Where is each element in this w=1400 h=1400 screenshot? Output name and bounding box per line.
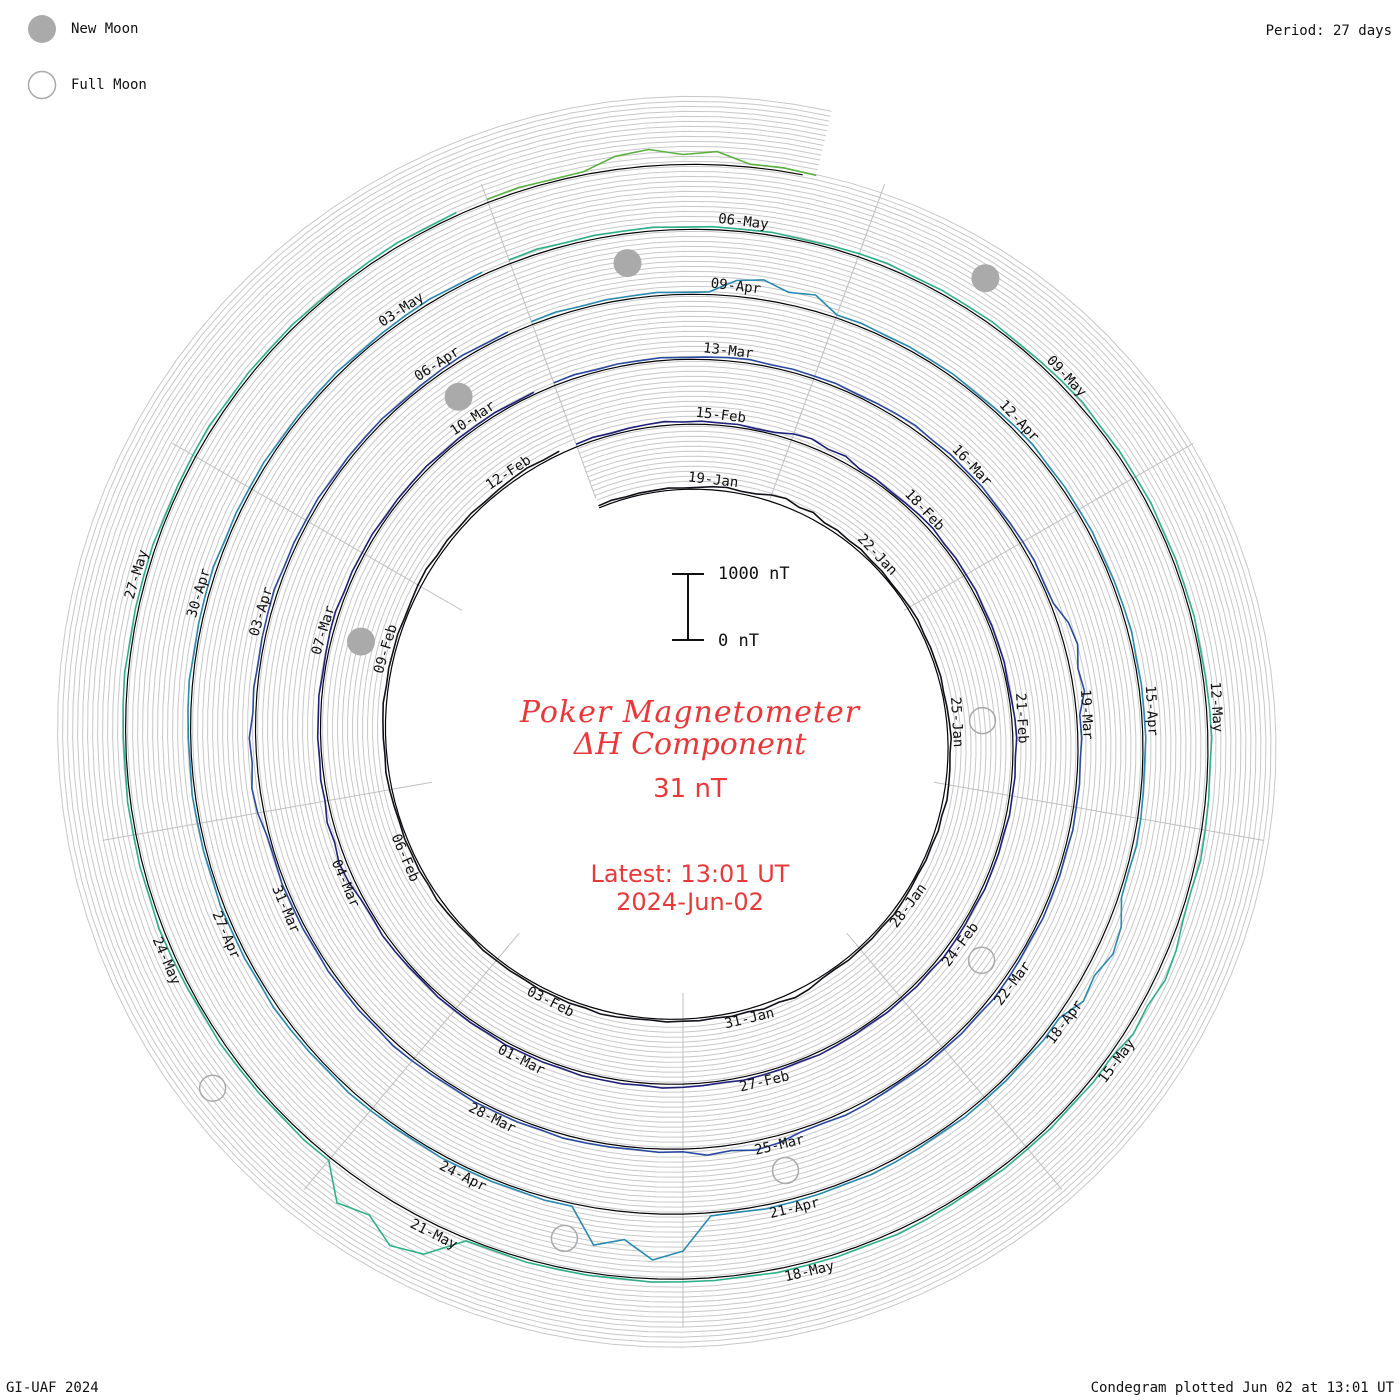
date-label: 09-Apr: [710, 276, 762, 298]
date-label: 21-Feb: [1012, 693, 1031, 744]
footer-plot-time: Condegram plotted Jun 02 at 13:01 UT: [1090, 1380, 1394, 1396]
grid-spiral: [102, 140, 1232, 1303]
data-series: [122, 148, 1213, 1283]
new-moon-marker: [971, 264, 1000, 293]
series-line: [486, 148, 817, 201]
moon-markers: [198, 249, 1000, 1253]
new-moon-marker: [347, 627, 375, 656]
radial-line: [480, 183, 597, 499]
baseline-spiral: [124, 163, 1209, 1280]
full-moon-marker: [967, 946, 996, 975]
full-moon-marker: [968, 706, 997, 735]
date-label: 15-Apr: [1142, 685, 1161, 736]
series-line: [316, 391, 1018, 1089]
current-value: 31 nT: [653, 774, 727, 804]
series-line: [382, 450, 953, 1023]
date-label: 04-Mar: [328, 857, 363, 910]
period-label: Period: 27 days: [1265, 23, 1392, 39]
date-label: 13-Mar: [702, 340, 754, 362]
scale-bar-top-label: 1000 nT: [718, 564, 790, 584]
new-moon-marker: [613, 249, 642, 278]
radial-line: [934, 781, 1264, 841]
date-label: 19-Mar: [1077, 689, 1096, 740]
full-moon-marker: [550, 1224, 579, 1253]
full-moon-marker: [198, 1074, 227, 1102]
legend-full-moon: Full Moon: [27, 70, 147, 100]
date-label: 19-Jan: [687, 469, 739, 491]
chart-title: Poker Magnetometer: [519, 695, 861, 730]
date-label: 21-Apr: [768, 1195, 821, 1222]
legend-new-moon-label: New Moon: [71, 21, 139, 37]
series-line: [122, 211, 1213, 1283]
date-label: 12-May: [1207, 681, 1226, 732]
footer-credit: GI-UAF 2024: [6, 1380, 99, 1396]
scale-bar-bottom-label: 0 nT: [718, 631, 759, 651]
scale-bar: 1000 nT 0 nT: [672, 564, 790, 651]
reference-baselines: [124, 163, 1209, 1280]
radial-line: [903, 442, 1194, 611]
latest-time: Latest: 13:01 UT: [590, 860, 790, 888]
new-moon-marker: [444, 382, 473, 411]
date-label: 06-May: [717, 211, 769, 233]
grid-spiral: [107, 145, 1227, 1298]
date-label: 31-Jan: [723, 1005, 776, 1032]
radial-line: [102, 781, 432, 841]
radial-line: [769, 183, 886, 499]
date-label: 15-Feb: [695, 405, 747, 427]
legend-new-moon: New Moon: [27, 14, 138, 44]
grid-spiral: [62, 100, 1272, 1343]
radial-line: [172, 442, 463, 611]
series-line: [248, 331, 1086, 1157]
grid-spiral: [112, 150, 1222, 1293]
date-label: 31-Mar: [268, 883, 303, 936]
title-block: Poker Magnetometer ΔH Component 31 nT: [450, 695, 930, 805]
date-label: 18-May: [783, 1258, 836, 1285]
new-moon-icon: [28, 15, 56, 43]
latest-date: 2024-Jun-02: [616, 888, 764, 916]
date-label: 06-Feb: [388, 832, 423, 885]
grid-spiral: [67, 105, 1267, 1338]
date-label: 27-Apr: [208, 909, 243, 962]
date-label: 25-Jan: [947, 696, 966, 747]
series-line: [187, 271, 1147, 1261]
grid-spiral: [72, 110, 1262, 1333]
chart-subtitle: ΔH Component: [573, 727, 807, 762]
full-moon-marker: [771, 1156, 800, 1185]
latest-block: Latest: 13:01 UT 2024-Jun-02: [480, 860, 900, 916]
full-moon-icon: [27, 70, 57, 100]
legend-full-moon-label: Full Moon: [71, 77, 147, 93]
date-label: 24-May: [149, 935, 184, 988]
radial-day-lines: [102, 183, 1264, 1328]
